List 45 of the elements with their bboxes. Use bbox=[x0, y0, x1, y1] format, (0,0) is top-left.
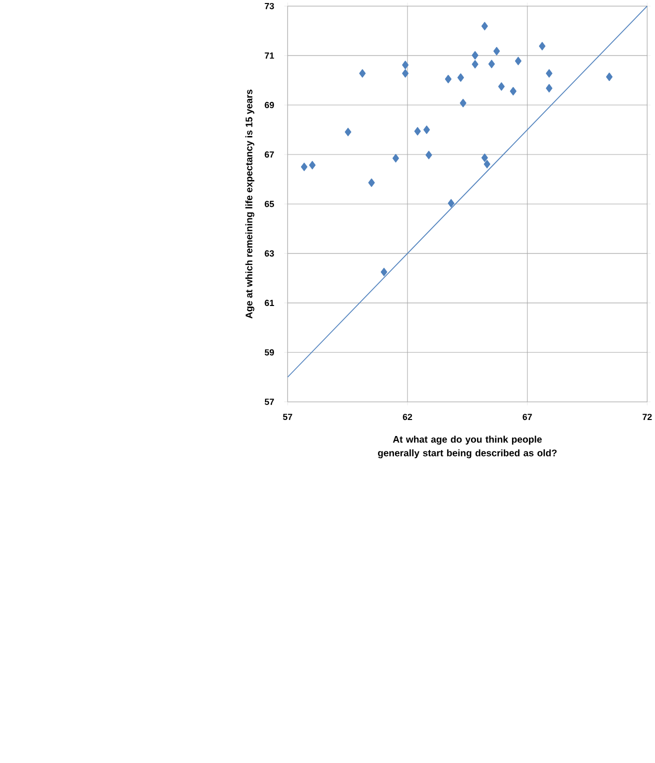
x-tick-label: 67 bbox=[522, 414, 532, 420]
point bbox=[510, 86, 516, 96]
point bbox=[414, 127, 421, 136]
y-tick-label: 67 bbox=[264, 151, 274, 158]
point bbox=[309, 160, 316, 170]
y-tick-label: 71 bbox=[264, 52, 274, 59]
point bbox=[448, 199, 454, 208]
y-tick-label: 61 bbox=[264, 300, 274, 306]
point bbox=[484, 160, 490, 168]
point bbox=[359, 69, 366, 78]
point bbox=[460, 98, 466, 108]
y-tick-label: 63 bbox=[264, 250, 274, 257]
point bbox=[368, 178, 375, 187]
x-tick-label: 57 bbox=[282, 414, 292, 420]
point bbox=[606, 72, 613, 82]
y-tick-label: 69 bbox=[264, 102, 274, 108]
point bbox=[481, 154, 488, 162]
point bbox=[402, 60, 409, 70]
point bbox=[488, 60, 495, 68]
point bbox=[472, 60, 478, 68]
point bbox=[493, 46, 500, 56]
point bbox=[426, 150, 432, 160]
y-tick-label: 57 bbox=[264, 398, 274, 405]
point bbox=[538, 42, 546, 50]
point bbox=[481, 22, 488, 30]
x-tick-label: 72 bbox=[642, 414, 652, 420]
point bbox=[457, 73, 464, 82]
point bbox=[472, 51, 478, 60]
point bbox=[546, 69, 552, 78]
point bbox=[423, 126, 430, 134]
point bbox=[402, 69, 409, 78]
point bbox=[514, 56, 522, 66]
point bbox=[380, 268, 388, 276]
y-axis-title: Age at which remeining life expectancy is 15 years bbox=[245, 90, 254, 318]
y-tick-label: 65 bbox=[264, 200, 274, 208]
y-tick-label: 73 bbox=[264, 2, 274, 10]
point bbox=[498, 82, 505, 91]
point bbox=[300, 162, 308, 172]
point bbox=[546, 84, 552, 92]
point bbox=[444, 74, 452, 84]
x-tick-label: 62 bbox=[402, 414, 412, 420]
y-tick-label: 59 bbox=[264, 349, 274, 356]
point bbox=[344, 128, 352, 136]
point bbox=[392, 154, 399, 162]
x-axis-title: At what age do you think people generally start being described as old? bbox=[378, 436, 557, 458]
